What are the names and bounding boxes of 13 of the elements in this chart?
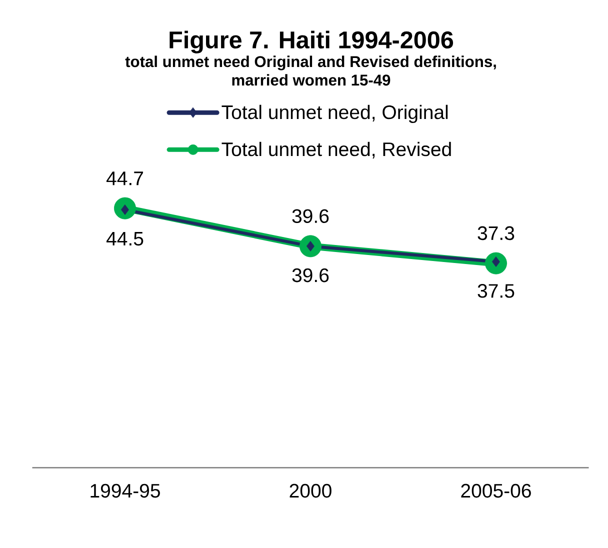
data-label: 44.7 — [106, 172, 143, 186]
legend-label: Total unmet need, Original — [222, 104, 448, 124]
data-label: 39.6 — [292, 209, 329, 223]
data-label: 44.5 — [106, 232, 144, 246]
x-tick-label: 1994-95 — [90, 484, 160, 498]
chart-title: Figure 7. Haiti 1994-2006 — [170, 30, 454, 54]
chart-subtitle: total unmet need Original and Revised definitions, married women 15-49 — [125, 56, 496, 86]
legend-label: Total unmet need, Revised — [222, 142, 451, 158]
x-tick-label: 2005-06 — [461, 484, 531, 498]
data-label: 37.5 — [478, 284, 514, 298]
x-tick-label: 2000 — [290, 484, 332, 498]
data-label: 39.6 — [292, 268, 329, 282]
data-label: 37.3 — [478, 226, 514, 240]
